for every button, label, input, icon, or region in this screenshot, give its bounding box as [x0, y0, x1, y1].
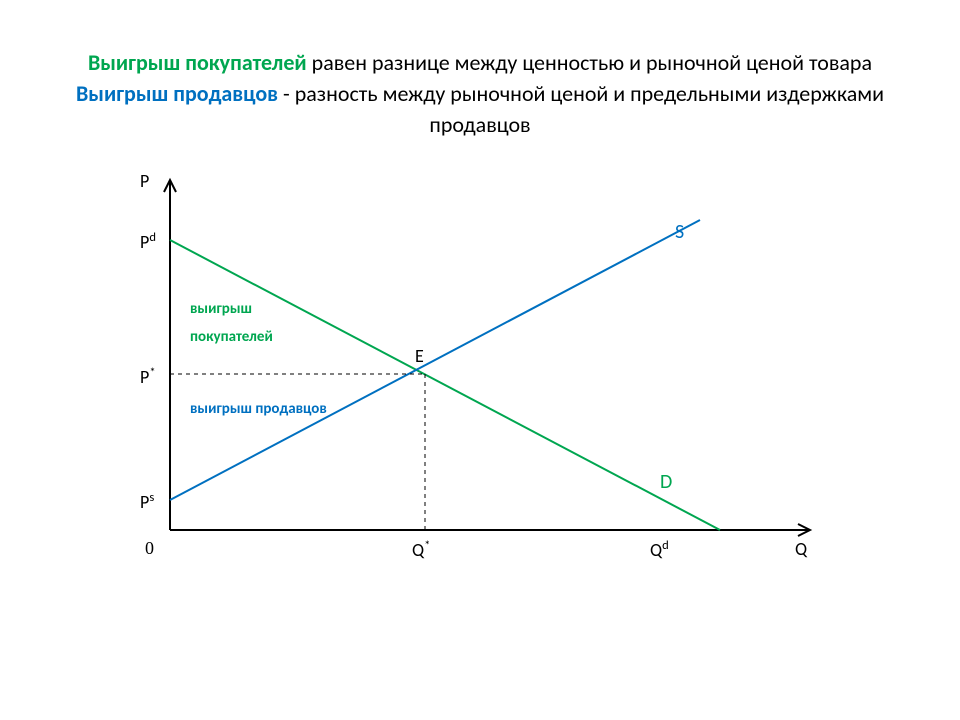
- label-D: D: [660, 470, 672, 494]
- consumer-surplus-label-2: покупателей: [190, 328, 273, 346]
- title-sellers-rest: - разность между рыночной ценой и предел…: [278, 80, 884, 138]
- label-origin: 0: [145, 538, 154, 559]
- label-Qstar: Q*: [412, 538, 430, 561]
- consumer-surplus-label-1: выигрыш: [190, 300, 252, 318]
- title-sellers-bold: Выигрыш продавцов: [76, 80, 278, 107]
- title-block: Выигрыш покупателей равен разнице между …: [0, 0, 960, 140]
- supply-demand-chart: P Pd P* Ps 0 Q* Qd Q E S D выигрыш покуп…: [90, 160, 870, 600]
- label-Pstar: P*: [140, 365, 156, 388]
- y-axis-label-P: P: [140, 170, 149, 192]
- label-Qd: Qd: [650, 538, 669, 561]
- label-Ps: Ps: [140, 490, 154, 513]
- chart-svg: [90, 160, 870, 600]
- x-axis-label-Q: Q: [795, 538, 807, 560]
- label-Pd: Pd: [140, 230, 156, 253]
- producer-surplus-label: выигрыш продавцов: [190, 400, 327, 418]
- title-buyers-rest: равен разнице между ценностью и рыночной…: [307, 49, 872, 76]
- label-E: E: [415, 345, 424, 367]
- title-buyers-bold: Выигрыш покупателей: [88, 49, 307, 76]
- label-S: S: [675, 220, 684, 244]
